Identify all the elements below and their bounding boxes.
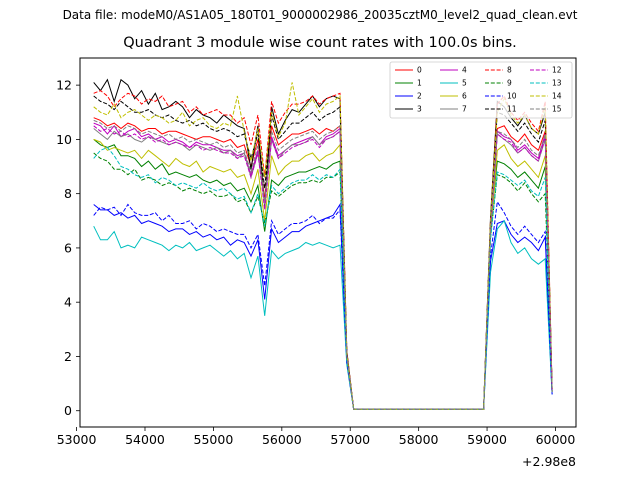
legend-label-9: 9 [507,79,512,88]
legend-label-14: 14 [552,92,562,101]
legend-label-2: 2 [417,92,422,101]
x-tick-label: 57000 [330,432,370,447]
x-tick-label: 53000 [57,432,97,447]
legend-label-5: 5 [462,79,467,88]
series-line-5 [93,219,553,410]
x-tick-label: 55000 [194,432,234,447]
y-tick-label: 10 [56,132,72,147]
x-tick-label: 54000 [125,432,165,447]
x-offset-label: +2.98e8 [522,454,576,469]
x-tick-label: 58000 [399,432,439,447]
series-line-6 [93,138,553,410]
legend-label-4: 4 [462,66,467,75]
legend-label-1: 1 [417,79,422,88]
legend-label-8: 8 [507,66,512,75]
legend-label-0: 0 [417,66,422,75]
y-tick-label: 0 [64,403,72,418]
plot-frame [79,57,577,428]
series-line-1 [93,139,553,410]
legend-label-13: 13 [552,79,562,88]
y-tick-label: 8 [64,186,72,201]
series-line-14 [93,82,553,410]
legend-box [389,61,573,119]
legend-label-3: 3 [417,105,422,114]
series-line-7 [93,128,553,410]
x-tick-label: 56000 [262,432,302,447]
series-line-10 [93,200,553,410]
series-line-15 [93,119,553,410]
x-tick-label: 59000 [467,432,507,447]
series-line-13 [93,146,553,410]
y-tick-label: 2 [64,349,72,364]
legend-label-10: 10 [507,92,517,101]
series-line-9 [93,152,553,410]
chart-title: Quadrant 3 module wise count rates with … [123,35,517,51]
series-line-8 [93,90,553,410]
legend-label-6: 6 [462,92,467,101]
y-tick-label: 12 [56,78,72,93]
legend-label-11: 11 [507,105,517,114]
series-line-2 [93,202,553,410]
series-line-4 [93,122,553,410]
y-tick-label: 6 [64,240,72,255]
legend-label-12: 12 [552,66,562,75]
legend-label-15: 15 [552,105,562,114]
x-tick-label: 60000 [536,432,576,447]
series-line-3 [93,78,553,410]
y-tick-label: 4 [64,295,72,310]
legend-label-7: 7 [462,105,467,114]
data-file-caption: Data file: modeM0/AS1A05_180T01_90000029… [62,8,578,22]
